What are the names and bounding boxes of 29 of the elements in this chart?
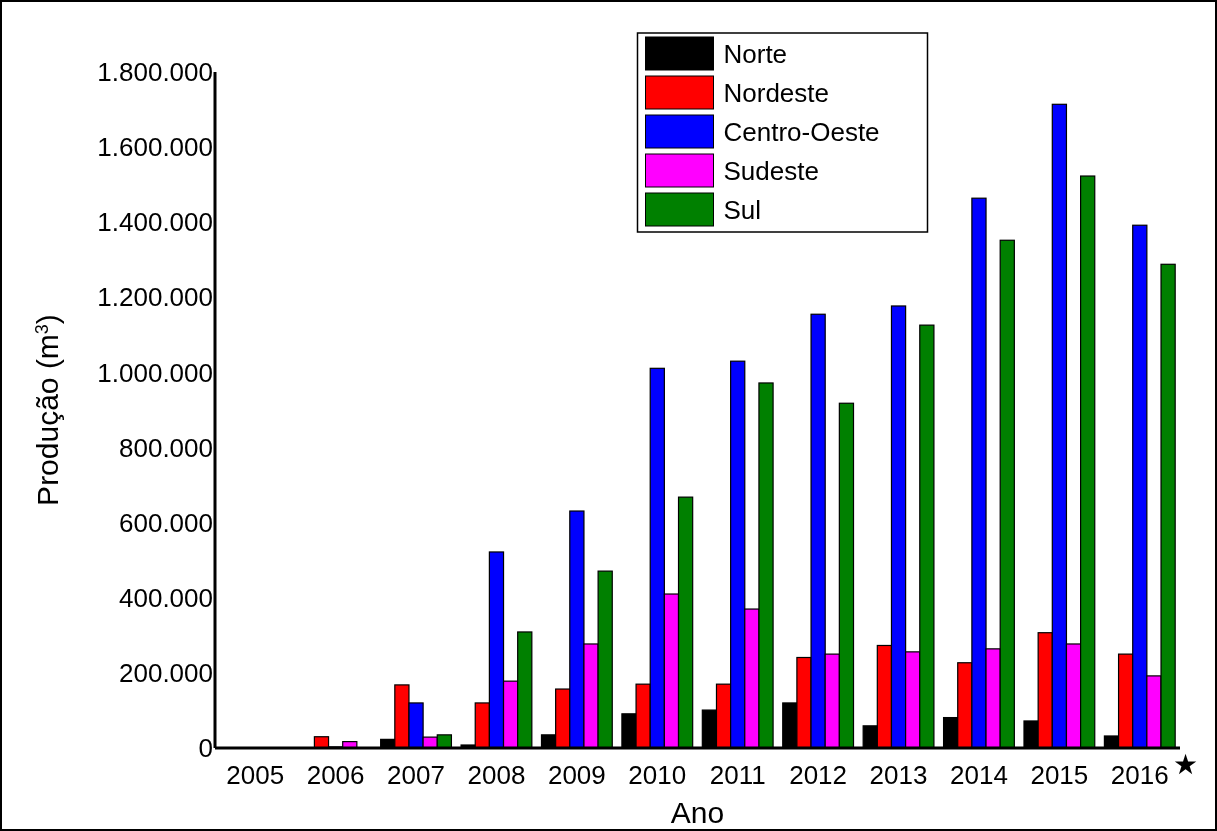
x-tick-label: 2011 [709,760,766,790]
y-tick-label: 800.000 [119,432,213,463]
x-tick-label: 2006 [306,760,365,790]
x-tick-label: 2005 [226,760,285,790]
x-tick-label: 2007 [387,760,445,790]
legend-label: Sudeste [723,156,819,187]
x-tick-label: 2012 [789,760,848,790]
legend-label: Sul [723,195,762,226]
x-tick-label: 2009 [547,760,606,790]
y-tick-label: 600.000 [119,507,213,538]
y-tick-label: 1.200.000 [97,282,213,313]
legend-label: Nordeste [723,78,829,109]
x-tick-label: 2013 [869,760,928,790]
y-tick-label: 1.600.000 [97,132,213,163]
x-tick-label: 2016 [1110,760,1169,790]
x-tick-label: 2008 [467,760,526,790]
legend-label: Centro-Oeste [723,117,880,148]
text: ★ [1172,749,1198,780]
x-tick-label: 2015 [1030,760,1089,790]
y-tick-label: 400.000 [119,582,213,613]
y-tick-label: 1.800.000 [97,57,213,88]
x-axis-title: Ano [670,796,725,829]
x-tick-label: 2014 [950,760,1008,790]
y-tick-label: 1.000.000 [97,357,213,388]
x-tick-label: 2010 [628,760,687,790]
y-tick-label: 1.400.000 [97,207,213,238]
legend-label: Norte [723,39,788,70]
y-tick-label: 200.000 [119,657,213,688]
y-tick-label: 0 [198,733,213,764]
